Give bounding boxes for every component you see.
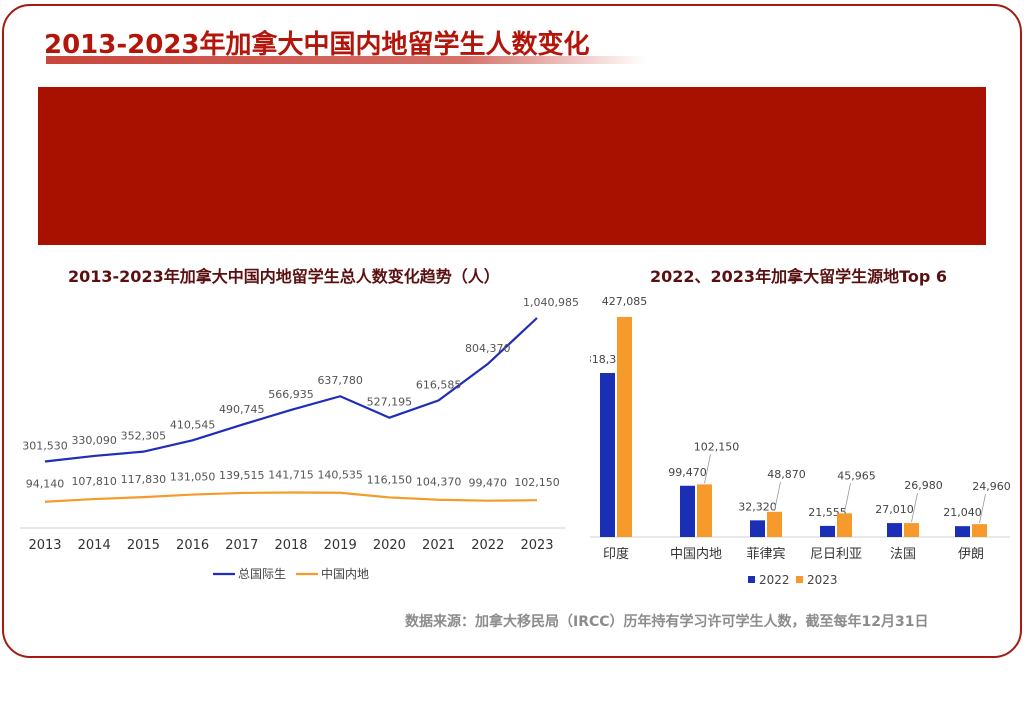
data-label: 107,810	[71, 475, 117, 488]
bar-2022	[820, 525, 835, 537]
line-chart-title: 2013-2023年加拿大中国内地留学生总人数变化趋势（人）	[68, 267, 500, 286]
data-label: 131,050	[170, 471, 216, 484]
legend-label: 2022	[759, 573, 790, 587]
x-tick-label: 2015	[127, 538, 160, 553]
data-label: 352,305	[121, 430, 167, 443]
data-label: 117,830	[121, 473, 167, 486]
data-label: 99,470	[469, 477, 508, 490]
data-label: 116,150	[367, 473, 413, 486]
bar-2022	[750, 520, 765, 537]
data-label: 32,320	[738, 500, 777, 513]
data-label: 24,960	[972, 480, 1011, 493]
bar-2023	[617, 317, 632, 537]
data-label: 45,965	[837, 469, 876, 482]
leader-line	[774, 481, 781, 511]
line-chart: 301,530 330,090 352,305410,545490,745566,9…	[20, 296, 579, 581]
data-label: 637,780	[317, 374, 363, 387]
x-tick-label: 印度	[603, 546, 629, 562]
leader-line	[911, 493, 918, 523]
data-label: 139,515	[219, 469, 265, 482]
data-label: 566,935	[268, 388, 314, 401]
data-label: 301,530	[22, 439, 68, 452]
legend-label: 2023	[807, 573, 838, 587]
x-tick-label: 伊朗	[958, 547, 984, 562]
data-label: 26,980	[904, 479, 943, 492]
x-tick-label: 2020	[373, 538, 406, 553]
data-label: 94,140	[26, 478, 65, 491]
x-tick-label: 中国内地	[670, 546, 722, 562]
data-label: 410,545	[170, 418, 216, 431]
data-label: 104,370	[416, 476, 462, 489]
bar-2022	[680, 485, 695, 537]
data-label: 1,040,985	[523, 296, 579, 309]
bar-2023	[972, 524, 987, 537]
page-title: 2013-2023年加拿大中国内地留学生人数变化	[44, 30, 590, 60]
data-label: 99,470	[668, 466, 707, 479]
x-tick-label: 尼日利亚	[810, 547, 862, 562]
red-banner	[38, 87, 986, 245]
leader-line	[844, 483, 851, 513]
bar-2022	[955, 526, 970, 537]
x-tick-label: 2022	[471, 538, 504, 553]
bar-2022	[887, 523, 902, 537]
leader-line	[979, 494, 986, 524]
bar-2023	[697, 484, 712, 537]
x-tick-label: 2019	[324, 538, 357, 553]
x-tick-label: 2021	[422, 538, 455, 553]
title-underline	[46, 56, 646, 64]
data-label: 140,535	[317, 469, 363, 482]
data-label: 21,040	[943, 506, 982, 519]
data-label: 427,085	[602, 295, 648, 308]
data-label: 141,715	[268, 469, 314, 482]
legend-swatch	[796, 576, 803, 583]
data-label: 102,150	[514, 476, 560, 489]
bar-chart: 318,380427,085印度99,470102,150中国内地32,3204…	[590, 295, 1011, 587]
data-label: 616,585	[416, 378, 462, 391]
bar-2023	[837, 513, 852, 537]
series-line-total	[44, 317, 538, 463]
x-tick-label: 2014	[78, 538, 111, 553]
title-wrap: 2013-2023年加拿大中国内地留学生人数变化	[44, 24, 590, 61]
bar-2023	[767, 511, 782, 537]
data-label: 48,870	[767, 468, 806, 481]
bar-2022	[600, 372, 615, 537]
leader-line	[704, 454, 711, 484]
data-label: 330,090	[71, 434, 117, 447]
x-tick-label: 2017	[225, 538, 258, 553]
x-tick-label: 2023	[520, 538, 553, 553]
source-note: 数据来源：加拿大移民局（IRCC）历年持有学习许可学生人数，截至每年12月31日	[405, 614, 929, 630]
data-label: 527,195	[367, 396, 413, 409]
data-label: 490,745	[219, 403, 265, 416]
data-label: 27,010	[875, 503, 914, 516]
legend-swatch	[748, 576, 755, 583]
legend-label: 中国内地	[321, 566, 369, 581]
series-line-china	[44, 491, 538, 503]
bar-chart-title: 2022、2023年加拿大留学生源地Top 6	[650, 267, 948, 286]
data-label: 804,370	[465, 342, 511, 355]
x-tick-label: 2016	[176, 538, 209, 553]
x-tick-label: 2013	[28, 538, 61, 553]
data-label: 102,150	[694, 440, 740, 453]
legend-label: 总国际生	[238, 567, 286, 581]
x-tick-label: 2018	[274, 538, 307, 553]
x-tick-label: 法国	[890, 547, 916, 562]
bar-2023	[904, 523, 919, 537]
x-tick-label: 菲律宾	[746, 546, 785, 562]
